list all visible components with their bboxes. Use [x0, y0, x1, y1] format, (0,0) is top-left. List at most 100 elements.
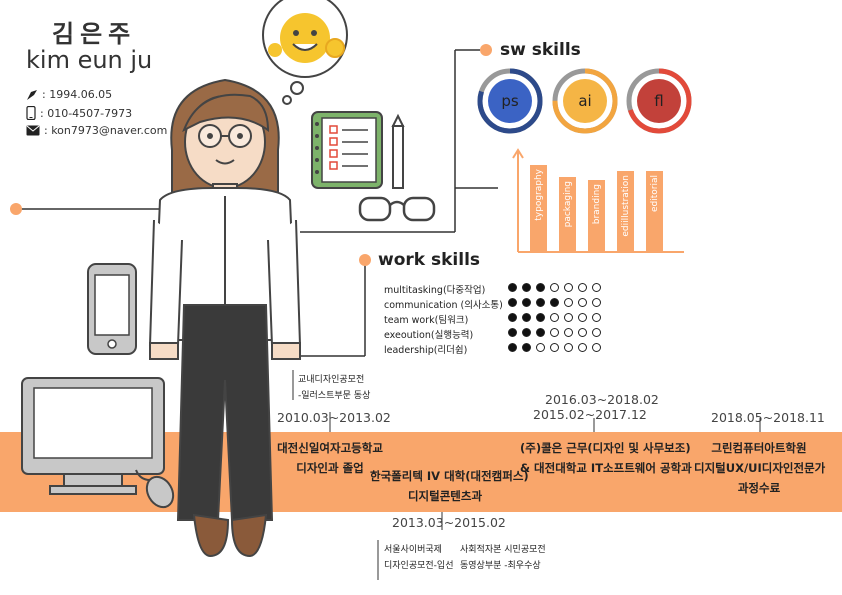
skill-circle-ai: ai: [552, 68, 618, 134]
dot-empty: [578, 313, 587, 322]
edu-line: 디자인과 졸업: [296, 461, 364, 475]
edu-work-university: (주)콜은 근무(디자인 및 사무보조) & 대전대학교 IT소프트웨어 공학과: [520, 438, 692, 478]
dot-empty: [564, 313, 573, 322]
work-skill-label: exeoution(실행능력): [384, 330, 474, 341]
monitor-icon: [21, 377, 165, 495]
skill-dots: [508, 343, 601, 352]
edu-polytech: 한국폴리텍 IV 대학(대전캠퍼스) 디지털콘텐츠과: [370, 466, 529, 506]
award-social-contest: 사회적자본 시민공모전 동영상부분 -최우수상: [460, 542, 546, 574]
skill-circle-fl: fl: [626, 68, 692, 134]
skill-dots: [508, 313, 601, 322]
pen-icon: [391, 113, 405, 189]
date-academy: 2018.05~2018.11: [711, 410, 825, 425]
email-row: : kon7973@naver.com: [26, 124, 167, 137]
glasses-icon: [358, 196, 436, 222]
award-line: -일러스트부문 동상: [298, 391, 371, 401]
dot-filled: [522, 313, 531, 322]
work-skills-title: work skills: [378, 250, 481, 270]
dot-empty: [578, 343, 587, 352]
dot-filled: [536, 283, 545, 292]
phone-text: : 010-4507-7973: [40, 106, 133, 120]
dot-empty: [578, 328, 587, 337]
work-skill-label: team work(팀워크): [384, 315, 469, 326]
dot-filled: [508, 298, 517, 307]
birth-row: : 1994.06.05: [26, 88, 112, 101]
person-illustration: [148, 78, 302, 558]
dot-empty: [550, 343, 559, 352]
dot-empty: [550, 328, 559, 337]
dot-filled: [522, 283, 531, 292]
work-skill-label: communication (의사소통): [384, 300, 503, 311]
bar-label: packaging: [562, 180, 573, 227]
bar-packaging: packaging: [559, 176, 576, 252]
date-work: 2016.03~2018.02: [545, 392, 659, 407]
date-highschool: 2010.03~2013.02: [277, 410, 391, 425]
award-line: 디자인공모전-입선: [384, 561, 454, 571]
birthday-icon: [27, 89, 37, 100]
phone-icon: [26, 106, 36, 120]
dot-filled: [508, 313, 517, 322]
dot-empty: [592, 343, 601, 352]
award-line: 서울사이버국제: [384, 545, 442, 555]
skill-dots: [508, 298, 601, 307]
ai-ring-icon: [552, 68, 618, 134]
dot-filled: [522, 343, 531, 352]
thought-bubble-icon: [262, 0, 348, 105]
mouse-icon: [135, 469, 175, 509]
email-icon: [26, 125, 40, 136]
edu-line: 디지털UX/UI디자인전문가: [694, 461, 826, 475]
date-university: 2015.02~2017.12: [533, 407, 647, 422]
bar-label: editorial: [649, 175, 660, 213]
award-cyber-contest: 서울사이버국제 디자인공모전-입선: [384, 542, 454, 574]
skill-dots: [508, 328, 601, 337]
email-text: : kon7973@naver.com: [44, 124, 168, 137]
dot-filled: [522, 298, 531, 307]
dot-filled: [508, 343, 517, 352]
ai-label: ai: [578, 92, 592, 110]
sw-skills-title: sw skills: [500, 40, 581, 60]
dot-empty: [564, 328, 573, 337]
name-english: kim eun ju: [26, 46, 153, 74]
edu-line: 한국폴리텍 IV 대학(대전캠퍼스): [370, 469, 529, 483]
award-line: 사회적자본 시민공모전: [460, 545, 546, 555]
sw-bars: typography packaging branding ediillustr…: [508, 148, 688, 256]
dot-empty: [578, 298, 587, 307]
dot-empty: [564, 298, 573, 307]
dot-filled: [536, 328, 545, 337]
dot-filled: [550, 298, 559, 307]
dot-empty: [592, 283, 601, 292]
edu-line: 대전신일여자고등학교: [277, 441, 383, 455]
fl-label: fl: [654, 92, 664, 110]
dot-empty: [592, 328, 601, 337]
dot-filled: [536, 313, 545, 322]
edu-line: (주)콜은 근무(디자인 및 사무보조): [520, 441, 691, 455]
smartphone-icon: [87, 263, 137, 355]
skill-dots: [508, 283, 601, 292]
dot-empty: [592, 298, 601, 307]
dot-filled: [522, 328, 531, 337]
notebook-icon: [311, 111, 383, 189]
dot-empty: [536, 343, 545, 352]
edu-highschool: 대전신일여자고등학교 디자인과 졸업: [270, 438, 390, 478]
bar-label: branding: [591, 184, 602, 225]
ps-label: ps: [501, 92, 519, 110]
birth-text: : 1994.06.05: [42, 88, 113, 101]
bar-typography: typography: [530, 164, 547, 252]
bar-label: typography: [533, 168, 544, 221]
bar-label: ediillustration: [620, 175, 631, 237]
dot-empty: [550, 313, 559, 322]
dot-empty: [592, 313, 601, 322]
fl-ring-icon: [626, 68, 692, 134]
edu-academy: 그린컴퓨터아트학원 디지털UX/UI디자인전문가 과정수료: [694, 438, 826, 498]
ps-ring-icon: [477, 68, 543, 134]
dot-empty: [564, 283, 573, 292]
edu-line: 과정수료: [737, 481, 781, 495]
bar-ediillustration: ediillustration: [617, 171, 634, 252]
dot-filled: [536, 298, 545, 307]
edu-line: 그린컴퓨터아트학원: [711, 441, 807, 455]
work-skill-label: multitasking(다중작업): [384, 285, 486, 296]
award-school-contest: 교내디자인공모전 -일러스트부문 동상: [298, 372, 370, 404]
dot-filled: [508, 283, 517, 292]
dot-filled: [508, 328, 517, 337]
